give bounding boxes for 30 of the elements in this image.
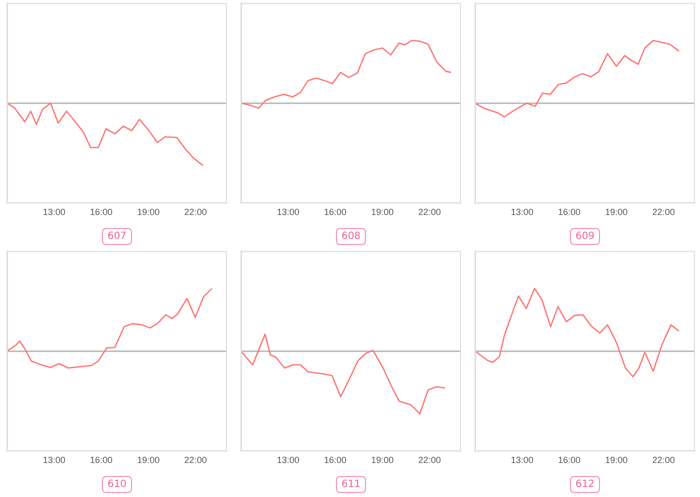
- x-tick-label: 19:00: [605, 207, 628, 218]
- x-tick-label: 22:00: [418, 455, 441, 466]
- x-tick-label: 19:00: [371, 455, 394, 466]
- text: 609: [570, 228, 600, 245]
- text: 612: [570, 476, 600, 493]
- x-tick-label: 16:00: [324, 207, 347, 218]
- text: 611: [336, 476, 366, 493]
- text: 610: [102, 476, 132, 493]
- x-tick-label: 19:00: [137, 455, 160, 466]
- x-tick-label: 16:00: [324, 455, 347, 466]
- x-tick-label: 13:00: [276, 455, 300, 466]
- x-tick-label: 13:00: [42, 207, 66, 218]
- x-tick-label: 13:00: [276, 207, 300, 218]
- x-tick-label: 22:00: [184, 207, 207, 218]
- x-tick-label: 22:00: [184, 455, 207, 466]
- x-tick-label: 16:00: [90, 455, 113, 466]
- x-tick-label: 19:00: [371, 207, 394, 218]
- x-tick-label: 22:00: [652, 207, 675, 218]
- x-tick-label: 19:00: [137, 207, 160, 218]
- x-tick-label: 16:00: [558, 207, 581, 218]
- x-tick-label: 19:00: [605, 455, 628, 466]
- x-tick-label: 13:00: [42, 455, 66, 466]
- x-tick-label: 16:00: [558, 455, 581, 466]
- text: 607: [102, 228, 132, 245]
- x-tick-label: 13:00: [510, 207, 534, 218]
- x-tick-label: 22:00: [418, 207, 441, 218]
- x-tick-label: 22:00: [652, 455, 675, 466]
- x-tick-label: 13:00: [510, 455, 534, 466]
- x-tick-label: 16:00: [90, 207, 113, 218]
- text: 608: [336, 228, 366, 245]
